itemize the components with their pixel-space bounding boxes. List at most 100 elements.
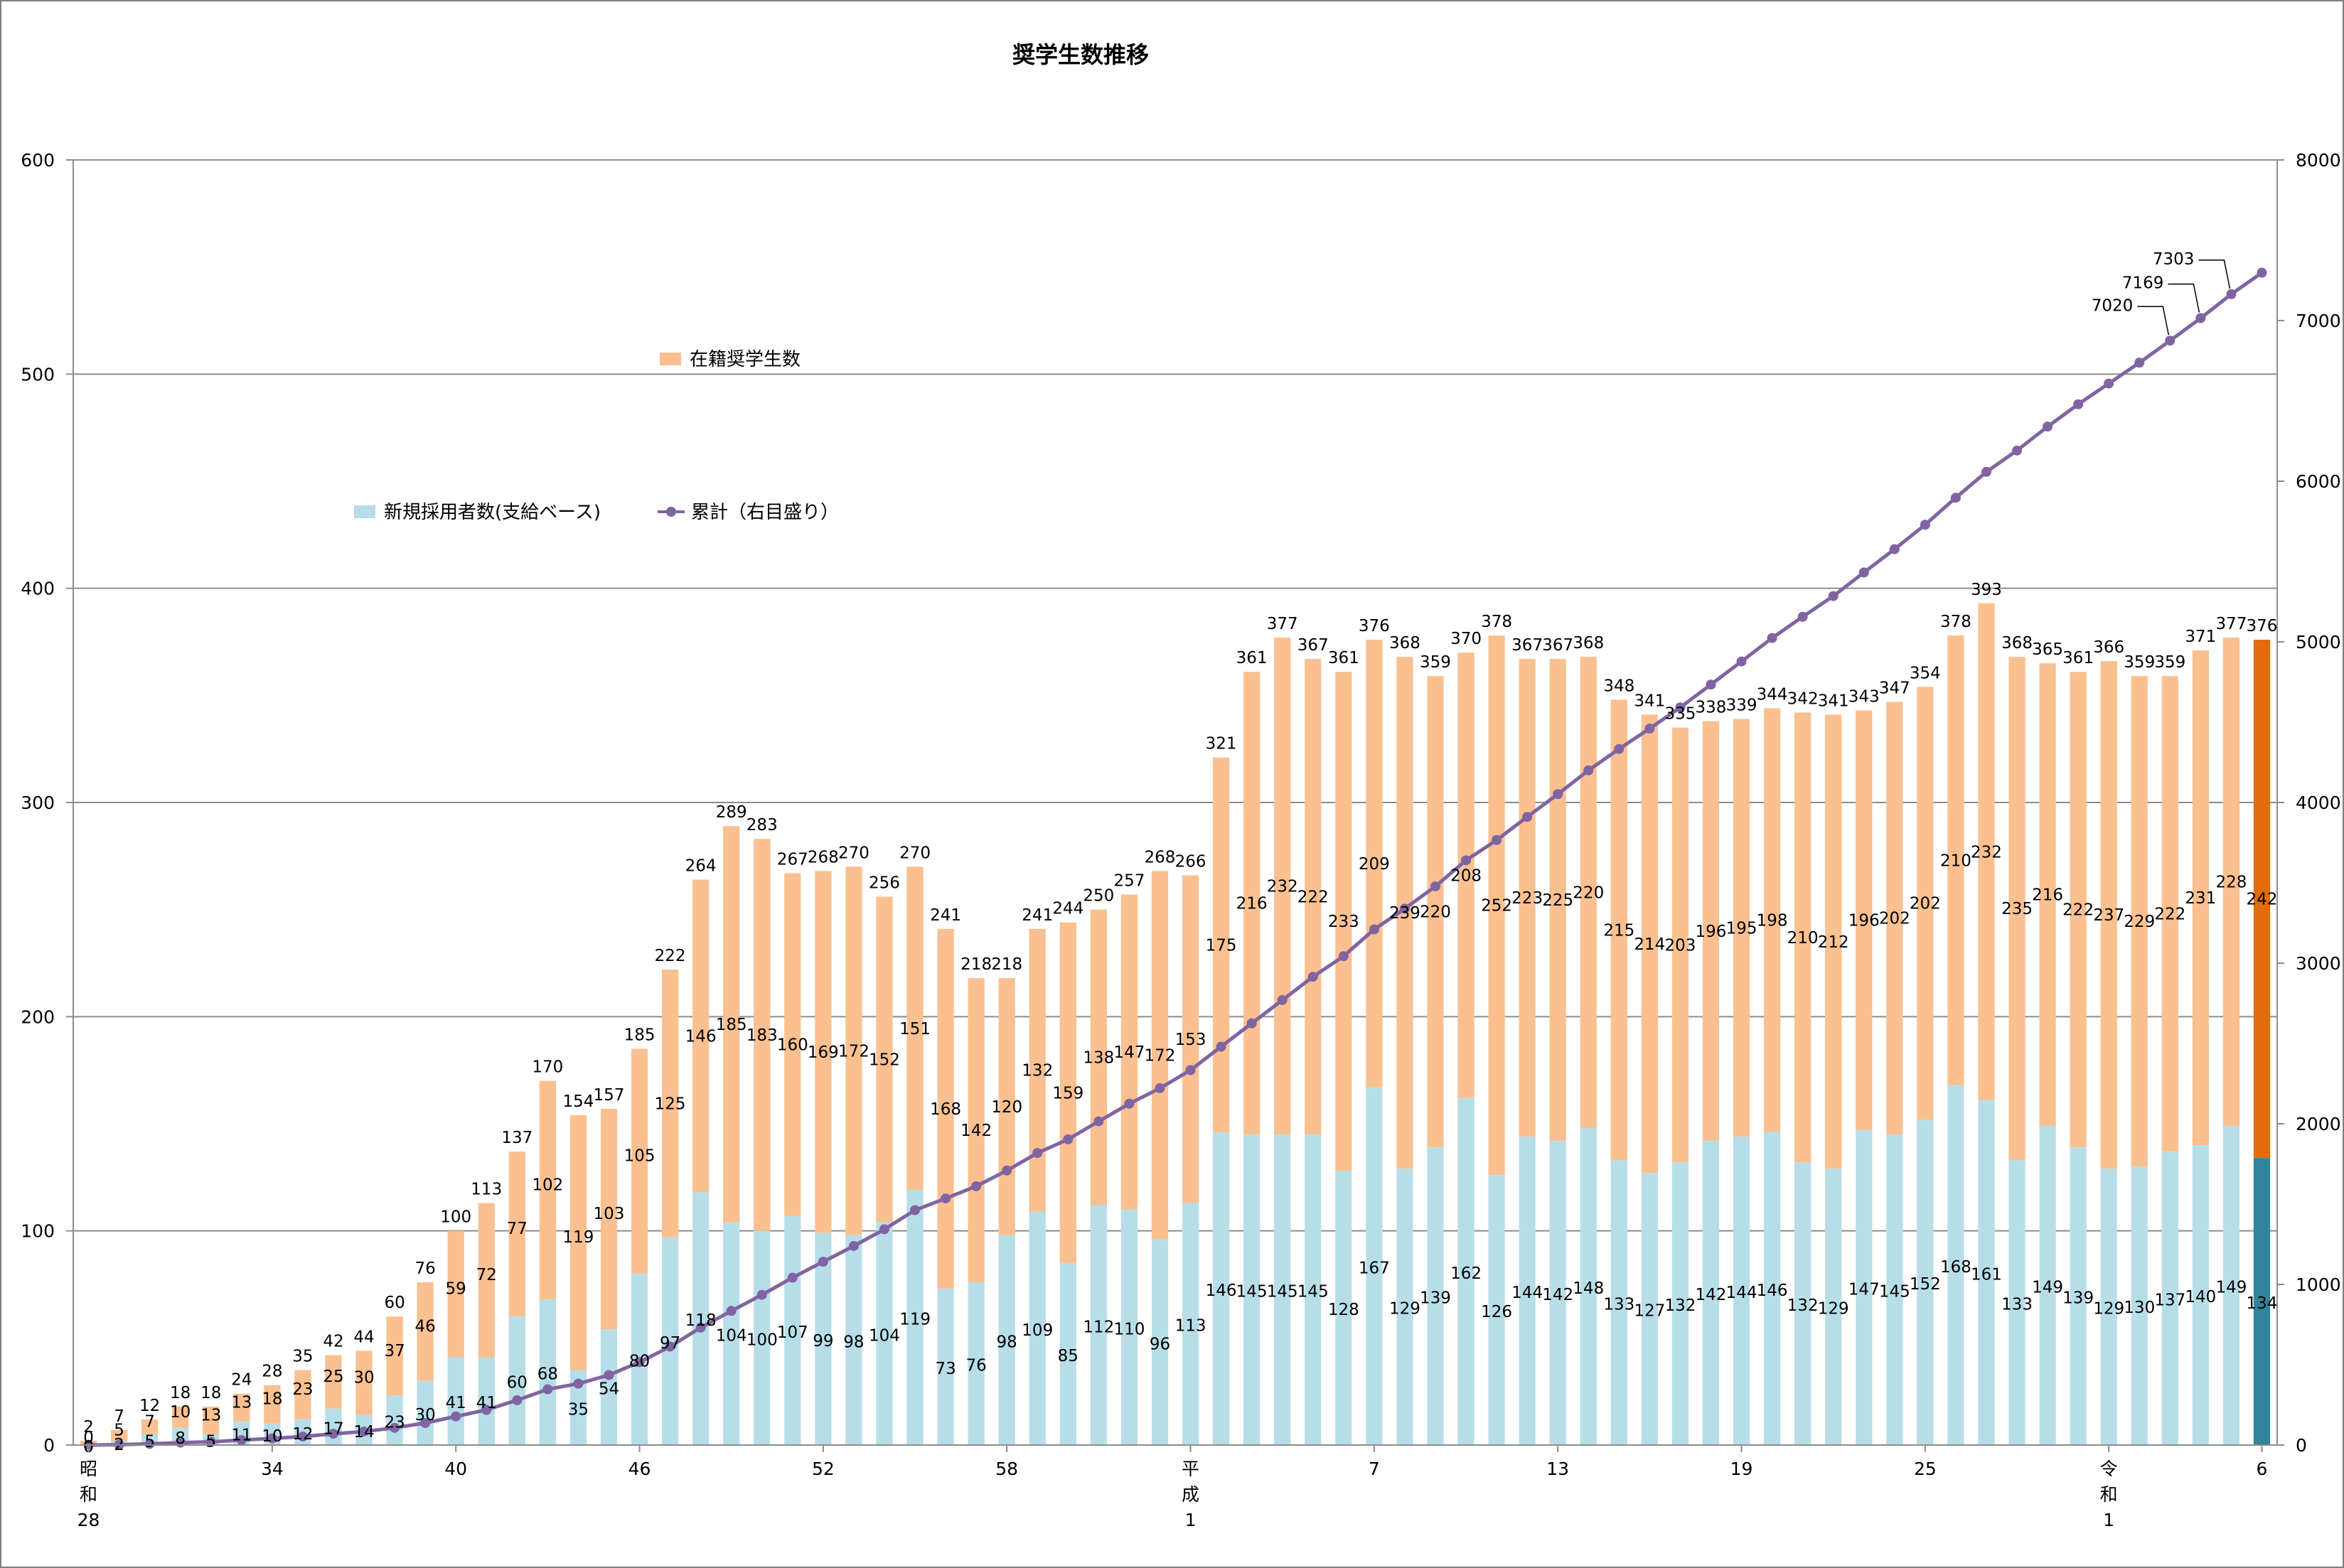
cumulative-marker [1461,855,1472,866]
cumulative-marker [420,1418,431,1429]
bar-enrolled [1029,928,1046,1212]
bar-new-recruits [417,1380,434,1445]
bar-enrolled [1120,894,1138,1210]
cumulative-marker [1920,520,1930,530]
label-enrolled-total: 35 [292,1348,313,1366]
cumulative-marker [756,1289,767,1300]
label-cumulative: 7169 [2122,274,2164,293]
label-enrolled-inner: 0 [83,1429,94,1447]
label-new-recruits: 129 [1818,1300,1849,1319]
legend-item-enrolled[interactable]: 在籍奨学生数 [660,349,801,370]
bar-new-recruits [1519,1137,1536,1445]
label-enrolled-inner: 220 [1420,903,1451,922]
label-enrolled-total: 371 [2185,628,2216,646]
bar-new-recruits [447,1357,464,1445]
cumulative-marker [1858,567,1869,578]
bar-new-recruits [1610,1160,1627,1445]
legend-item-new-recruits[interactable]: 新規採用者数(支給ベース) [354,502,601,523]
label-enrolled-total: 267 [777,850,808,869]
bar-new-recruits [1641,1173,1658,1445]
label-enrolled-total: 218 [960,955,992,974]
bar-new-recruits [1549,1141,1566,1445]
cumulative-marker [971,1181,982,1191]
label-enrolled-inner: 185 [716,1016,747,1034]
cumulative-leader-line [2137,306,2170,335]
label-enrolled-inner: 160 [777,1036,808,1055]
label-enrolled-total: 359 [2154,653,2185,672]
y-right-tick-label: 0 [2296,1435,2307,1456]
label-enrolled-total: 354 [1910,664,1941,682]
label-new-recruits: 68 [537,1365,558,1384]
label-enrolled-inner: 138 [1083,1049,1114,1068]
x-tick-label: 28 [77,1510,100,1530]
bar-new-recruits [1396,1169,1413,1445]
bar-new-recruits [1059,1262,1076,1445]
label-enrolled-total: 289 [716,803,747,822]
label-new-recruits: 104 [869,1326,900,1345]
label-enrolled-inner: 220 [1573,884,1604,903]
bar-new-recruits [478,1357,495,1445]
label-enrolled-inner: 169 [808,1043,839,1062]
bar-enrolled [355,1350,373,1415]
label-enrolled-inner: 232 [1267,878,1298,896]
cumulative-marker [481,1405,492,1415]
label-enrolled-inner: 153 [1175,1031,1206,1049]
label-enrolled-total: 76 [414,1260,435,1278]
label-enrolled-inner: 10 [170,1403,191,1422]
bar-enrolled [2253,639,2271,1159]
label-new-recruits: 161 [1971,1265,2002,1284]
cumulative-leader-line [2168,283,2200,313]
cumulative-marker [573,1378,584,1389]
bar-enrolled [325,1355,342,1409]
label-enrolled-total: 222 [655,947,686,965]
bar-new-recruits [386,1395,403,1445]
cumulative-marker [1889,544,1900,554]
label-new-recruits: 14 [353,1423,374,1441]
legend-item-cumulative[interactable]: 累計（右目盛り） [658,502,839,523]
cumulative-marker [787,1272,798,1283]
label-new-recruits: 85 [1058,1347,1079,1365]
label-enrolled-inner: 30 [353,1369,374,1387]
cumulative-marker [390,1422,400,1433]
label-enrolled-total: 339 [1726,696,1757,714]
label-new-recruits: 132 [1787,1296,1819,1315]
cumulative-marker [205,1437,216,1447]
cumulative-marker [1522,812,1533,822]
bar-enrolled [1274,637,1291,1135]
cumulative-marker [1981,466,1991,477]
bar-new-recruits [1488,1175,1505,1445]
label-new-recruits: 145 [1267,1283,1298,1301]
bar-new-recruits [2253,1158,2271,1445]
label-new-recruits: 128 [1328,1301,1359,1319]
cumulative-marker [328,1429,338,1439]
label-enrolled-total: 60 [384,1294,405,1312]
x-tick-label: 34 [261,1459,284,1479]
label-enrolled-inner: 46 [414,1317,435,1336]
legend-label-new-recruits: 新規採用者数(支給ベース) [384,502,601,523]
label-enrolled-total: 256 [869,874,900,893]
cumulative-marker [2195,313,2206,323]
label-enrolled-inner: 202 [1910,895,1941,913]
y-left-tick-label: 400 [21,579,55,599]
label-new-recruits: 41 [476,1394,497,1412]
cumulative-marker [1155,1083,1165,1094]
label-enrolled-total: 137 [501,1129,533,1147]
label-enrolled-total: 377 [2215,615,2247,633]
label-enrolled-inner: 159 [1052,1084,1083,1102]
bar-enrolled [569,1115,587,1370]
bar-new-recruits [508,1316,525,1445]
cumulative-marker [1950,493,1961,503]
label-enrolled-inner: 13 [231,1393,252,1412]
bar-enrolled [478,1203,495,1358]
bar-new-recruits [2070,1147,2087,1445]
label-new-recruits: 76 [965,1356,986,1375]
cumulative-marker [451,1411,461,1422]
label-new-recruits: 104 [716,1326,747,1345]
y-right-tick-label: 1000 [2296,1274,2341,1295]
label-enrolled-inner: 215 [1603,921,1634,940]
bar-new-recruits [661,1237,679,1445]
bar-new-recruits [1733,1137,1750,1445]
cumulative-marker [2165,335,2176,346]
x-tick-label: 和 [2100,1484,2118,1505]
cumulative-marker [1307,972,1318,982]
